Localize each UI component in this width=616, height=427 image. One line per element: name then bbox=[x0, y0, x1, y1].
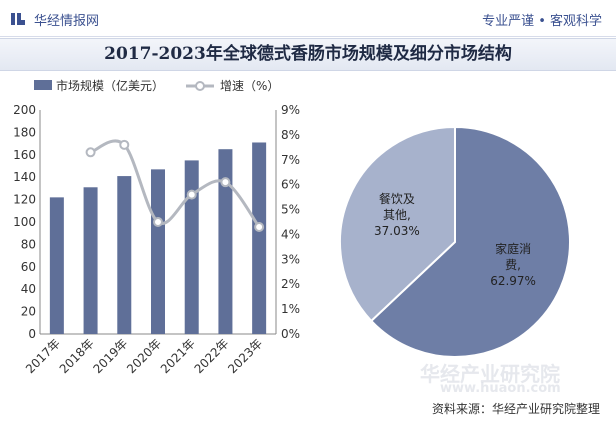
x-tick-label: 2018年 bbox=[57, 336, 97, 376]
pie-slice-家庭消费 bbox=[369, 125, 571, 358]
x-tick-label: 2017年 bbox=[23, 336, 63, 376]
left-tick-label: 40 bbox=[21, 282, 36, 296]
x-tick-label: 2022年 bbox=[192, 336, 232, 376]
left-tick-label: 80 bbox=[21, 237, 36, 251]
bar-2020年 bbox=[151, 169, 165, 334]
pie-label: 其他, bbox=[383, 208, 411, 222]
right-tick-label: 6% bbox=[281, 178, 300, 192]
left-tick-label: 60 bbox=[21, 260, 36, 274]
growth-point bbox=[119, 139, 130, 150]
bar-2022年 bbox=[218, 149, 233, 334]
divider bbox=[0, 36, 616, 37]
growth-line bbox=[89, 139, 261, 228]
left-tick-label: 0 bbox=[28, 327, 36, 341]
x-tick-label: 2019年 bbox=[90, 336, 130, 376]
pie-label: 家庭消 bbox=[495, 241, 531, 256]
legend-line-label: 增速（%） bbox=[220, 79, 279, 93]
right-tick-label: 1% bbox=[281, 302, 300, 316]
legend-bar-label: 市场规模（亿美元） bbox=[56, 78, 164, 93]
title-bar: 2017-2023年全球德式香肠市场规模及细分市场结构 bbox=[0, 38, 616, 71]
logo-icon bbox=[11, 13, 25, 25]
right-tick-label: 5% bbox=[281, 203, 300, 217]
left-tick-label: 120 bbox=[13, 193, 36, 207]
brand-name: 华经情报网 bbox=[34, 14, 100, 29]
bar-2017年 bbox=[49, 197, 64, 334]
right-tick-label: 0% bbox=[281, 327, 300, 341]
left-tick-label: 200 bbox=[13, 103, 36, 117]
x-tick-label: 2023年 bbox=[225, 336, 265, 376]
bar-2018年 bbox=[83, 187, 98, 334]
top-bar: 华经情报网 专业严谨 • 客观科学 bbox=[0, 0, 616, 36]
x-tick-label: 2021年 bbox=[158, 336, 198, 376]
left-tick-label: 140 bbox=[13, 170, 36, 184]
right-tick-label: 4% bbox=[281, 227, 300, 241]
legend-line-marker bbox=[195, 81, 205, 91]
pie-label: 37.03% bbox=[374, 224, 420, 238]
pie-label: 餐饮及 bbox=[379, 191, 415, 206]
pie-label: 费, bbox=[505, 258, 521, 272]
chart-title: 2017-2023年全球德式香肠市场规模及细分市场结构 bbox=[104, 44, 512, 64]
growth-point bbox=[85, 147, 96, 158]
left-tick-label: 100 bbox=[13, 215, 36, 229]
growth-point bbox=[186, 189, 197, 200]
right-tick-label: 3% bbox=[281, 252, 300, 266]
bar-2023年 bbox=[252, 142, 267, 334]
watermark-name: 华经产业研究院 bbox=[420, 362, 560, 386]
right-tick-label: 2% bbox=[281, 277, 300, 291]
slogan: 专业严谨 • 客观科学 bbox=[482, 14, 602, 29]
left-tick-label: 160 bbox=[13, 148, 36, 162]
source-note: 资料来源：华经产业研究院整理 bbox=[431, 402, 600, 416]
pie-label: 62.97% bbox=[490, 274, 536, 288]
watermark-url: www.huaon.com bbox=[440, 381, 561, 396]
left-tick-label: 20 bbox=[21, 305, 36, 319]
right-tick-label: 9% bbox=[281, 103, 300, 117]
legend-bar-swatch bbox=[34, 80, 52, 90]
growth-point bbox=[220, 177, 231, 188]
bar-2021年 bbox=[184, 160, 199, 334]
bar-2019年 bbox=[117, 176, 132, 334]
right-tick-label: 8% bbox=[281, 128, 300, 142]
growth-point bbox=[153, 217, 163, 227]
left-tick-label: 180 bbox=[13, 125, 36, 139]
right-tick-label: 7% bbox=[281, 153, 300, 167]
x-tick-label: 2020年 bbox=[124, 336, 164, 376]
growth-point bbox=[254, 221, 265, 232]
pie-slice-餐饮及其他 bbox=[339, 125, 456, 323]
